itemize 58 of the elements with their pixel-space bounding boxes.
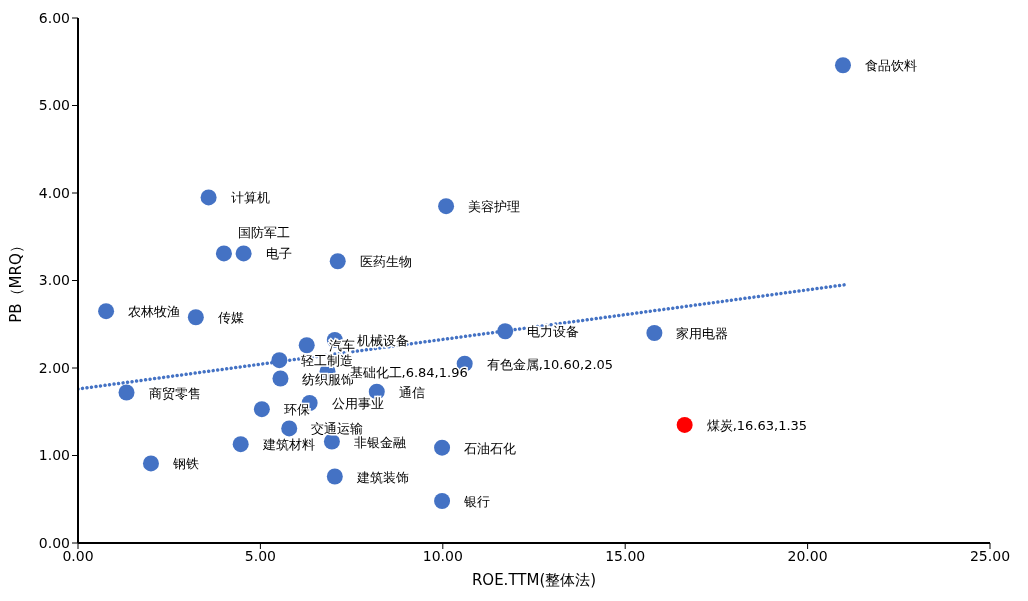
point bbox=[646, 325, 663, 341]
data-label: 钢铁 bbox=[171, 456, 199, 472]
point bbox=[281, 420, 298, 437]
point bbox=[187, 309, 204, 326]
point bbox=[142, 455, 159, 472]
data-label: 电力设备 bbox=[527, 324, 580, 340]
data-label: 建筑材料 bbox=[261, 437, 315, 453]
y-tick-label: 1.00 bbox=[38, 447, 70, 464]
x-tick-label: 10.00 bbox=[422, 547, 463, 564]
data-label: 国防军工 bbox=[237, 225, 290, 241]
point bbox=[272, 370, 289, 387]
point bbox=[271, 352, 288, 369]
x-axis-title: ROE.TTM(整体法) bbox=[471, 571, 597, 589]
point bbox=[438, 198, 455, 215]
point bbox=[200, 189, 217, 206]
point bbox=[215, 245, 232, 262]
data-label: 建筑装饰 bbox=[355, 469, 409, 485]
data-label: 传媒 bbox=[217, 310, 244, 326]
point bbox=[326, 468, 343, 485]
data-label: 商贸零售 bbox=[148, 385, 201, 401]
data-label: 美容护理 bbox=[468, 199, 521, 215]
data-label: 计算机 bbox=[230, 190, 270, 206]
point bbox=[434, 439, 451, 456]
x-tick-label: 5.00 bbox=[244, 547, 276, 564]
point bbox=[497, 323, 514, 340]
y-axis-title: PB（MRQ） bbox=[7, 238, 26, 323]
data-label: 有色金属,10.60,2.05 bbox=[486, 356, 614, 372]
data-label: 家用电器 bbox=[676, 326, 729, 341]
point bbox=[232, 436, 249, 453]
point bbox=[253, 401, 270, 418]
data-label: 银行 bbox=[463, 494, 491, 509]
point bbox=[298, 337, 315, 354]
y-tick-label: 2.00 bbox=[38, 359, 70, 376]
point bbox=[834, 57, 851, 74]
data-label: 机械设备 bbox=[356, 333, 409, 348]
point bbox=[434, 493, 451, 509]
y-tick-label: 3.00 bbox=[38, 272, 70, 289]
data-label: 公用事业 bbox=[331, 396, 384, 411]
x-tick-label: 25.00 bbox=[969, 547, 1011, 564]
point bbox=[323, 433, 340, 450]
y-tick-label: 5.00 bbox=[38, 97, 70, 114]
data-label: 煤炭,16.63,1.35 bbox=[706, 417, 808, 433]
data-label: 环保 bbox=[283, 402, 310, 418]
data-label: 通信 bbox=[398, 384, 425, 400]
data-label: 食品饮料 bbox=[864, 58, 917, 74]
data-label: 电子 bbox=[265, 246, 292, 262]
point bbox=[329, 253, 346, 270]
data-label: 石油石化 bbox=[464, 440, 517, 456]
x-tick-label: 15.00 bbox=[605, 547, 646, 564]
point bbox=[118, 384, 135, 401]
y-tick-label: 6.00 bbox=[38, 9, 70, 26]
data-label: 农林牧渔 bbox=[128, 304, 181, 320]
x-tick-label: 20.00 bbox=[787, 547, 828, 564]
y-tick-label: 4.00 bbox=[38, 184, 70, 201]
point bbox=[98, 303, 115, 320]
data-label: 医药生物 bbox=[359, 254, 412, 270]
point bbox=[676, 416, 693, 433]
point bbox=[235, 245, 252, 262]
